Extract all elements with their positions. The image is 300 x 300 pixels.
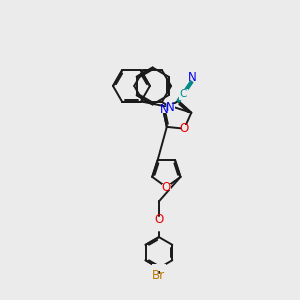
Bar bbox=[162, 184, 170, 190]
Text: O: O bbox=[162, 181, 171, 194]
Text: N: N bbox=[159, 103, 168, 116]
Text: N: N bbox=[188, 71, 197, 84]
Bar bbox=[181, 125, 189, 132]
Text: O: O bbox=[180, 122, 189, 135]
Text: N: N bbox=[166, 101, 175, 114]
Text: O: O bbox=[154, 213, 164, 226]
Bar bbox=[152, 264, 166, 271]
Bar bbox=[155, 217, 163, 223]
Bar bbox=[166, 104, 175, 111]
Text: Br: Br bbox=[152, 269, 166, 282]
Bar bbox=[160, 106, 168, 113]
Text: C: C bbox=[180, 89, 187, 99]
